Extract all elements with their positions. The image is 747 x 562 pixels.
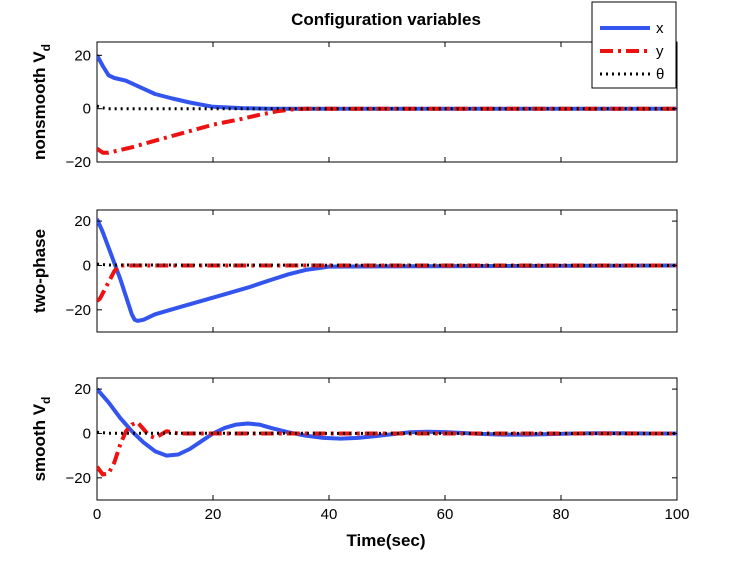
y-axis-label-nonsmooth: nonsmooth Vd — [30, 44, 53, 160]
y-tick-label: 20 — [74, 381, 91, 398]
y-tick-label: −20 — [66, 470, 91, 487]
subplot-smooth: −20 0 20 0 20 40 60 80 100 smooth Vd — [30, 377, 690, 523]
x-tick-label: 20 — [205, 506, 222, 523]
series-group-two-phase — [97, 218, 677, 323]
y-tick-label: 0 — [83, 425, 91, 442]
series-line-y-smooth — [97, 420, 677, 477]
x-tick-label: 0 — [93, 506, 101, 523]
series-line-theta-two-phase — [97, 262, 677, 267]
x-tick-label: 40 — [321, 506, 338, 523]
axes-box-two-phase — [96, 209, 678, 333]
y-tick-label: 0 — [83, 257, 91, 274]
legend: xyθ — [591, 1, 677, 89]
y-axis-label-smooth: smooth Vd — [30, 397, 53, 482]
subplot-two-phase: −20 0 20 two-phase — [30, 209, 678, 333]
y-tick-label: 0 — [83, 101, 91, 118]
axes-box-smooth — [96, 377, 678, 501]
y-tick-label: −20 — [66, 154, 91, 171]
series-line-y-two-phase — [97, 263, 677, 303]
legend-label-theta: θ — [656, 66, 664, 83]
series-group-nonsmooth — [97, 54, 677, 155]
y-tick-label: 20 — [74, 47, 91, 64]
y-tick-label: −20 — [66, 302, 91, 319]
series-line-theta-smooth — [97, 430, 677, 435]
chart-title: Configuration variables — [291, 10, 481, 29]
x-tick-label: 60 — [437, 506, 454, 523]
series-group-smooth — [97, 387, 677, 477]
x-tick-label: 80 — [553, 506, 570, 523]
y-tick-label: 20 — [74, 213, 91, 230]
x-tick-label: 100 — [664, 506, 689, 523]
x-axis-label: Time(sec) — [346, 531, 425, 550]
series-line-y-nonsmooth — [97, 106, 677, 155]
legend-label-y: y — [656, 43, 664, 60]
legend-label-x: x — [656, 20, 664, 37]
y-axis-label-two-phase: two-phase — [30, 229, 49, 313]
subplot-nonsmooth: −20 0 20 nonsmooth Vd — [30, 41, 678, 171]
